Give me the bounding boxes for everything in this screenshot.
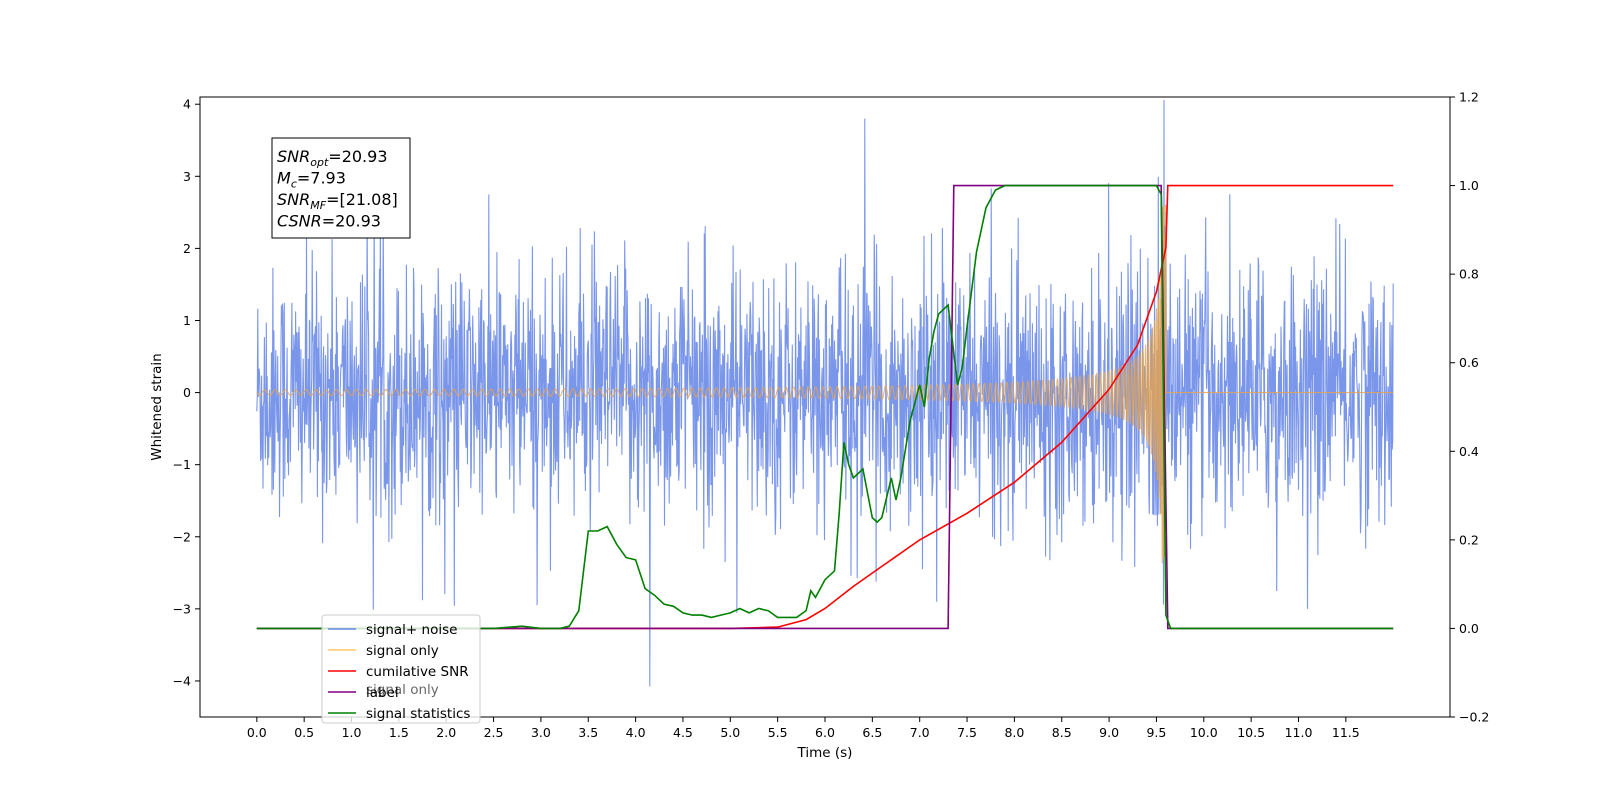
x-tick-label: 2.0 [436, 725, 456, 740]
y-tick-label: 1 [183, 313, 191, 328]
y-axis-label: Whitened strain [149, 353, 165, 460]
x-tick-label: 3.0 [531, 725, 551, 740]
y-tick-label: −1 [173, 457, 191, 472]
x-axis: 0.0 0.5 1.0 1.5 2.0 2.5 3.0 3.5 4.0 4.5 5.0 5.5 6.0 6… [247, 717, 1360, 740]
x-tick-label: 7.0 [910, 725, 930, 740]
stats-annotation-box: SNRopt=20.93Mc=7.93SNRMF=[21.08]CSNR=20.… [271, 137, 411, 239]
y-axis-left: 4 3 2 1 0 −1 −2 −3 −4 [173, 97, 200, 688]
legend-label: signal+ noise [366, 622, 457, 638]
y-right-tick-label: 0.0 [1459, 621, 1479, 636]
x-tick-label: 10.5 [1237, 725, 1265, 740]
x-tick-label: 3.5 [578, 725, 598, 740]
series-signal-statistics-line [256, 184, 1394, 630]
x-tick-label: 1.0 [342, 725, 362, 740]
x-tick-label: 6.5 [862, 725, 882, 740]
x-tick-label: 4.5 [673, 725, 693, 740]
y-axis-right: 1.2 1.0 0.8 0.6 0.4 0.2 0.0 −0.2 [1450, 90, 1489, 725]
x-tick-label: 0.0 [247, 725, 267, 740]
x-tick-label: 5.0 [720, 725, 740, 740]
x-tick-label: 7.5 [957, 725, 977, 740]
x-axis-label: Time (s) [797, 745, 853, 761]
legend-label: signal statistics [366, 706, 470, 722]
x-tick-label: 2.5 [484, 725, 504, 740]
series-signal-only-line [256, 204, 1394, 579]
x-tick-label: 6.0 [815, 725, 835, 740]
legend-label: cumilative SNR [366, 664, 469, 680]
x-tick-label: 8.5 [1052, 725, 1072, 740]
y-tick-label: 4 [183, 97, 191, 112]
annotation-line: SNRopt=20.93 [277, 147, 388, 169]
plot-area [256, 99, 1394, 687]
x-tick-label: 10.0 [1190, 725, 1218, 740]
legend-label: signal only [366, 643, 439, 659]
y-right-tick-label: 1.0 [1459, 178, 1479, 193]
y-right-tick-label: 1.2 [1459, 90, 1479, 105]
x-tick-label: 4.0 [626, 725, 646, 740]
y-tick-label: −4 [173, 673, 191, 688]
x-tick-label: 9.0 [1099, 725, 1119, 740]
y-right-tick-label: 0.4 [1459, 444, 1479, 459]
y-tick-label: 2 [183, 241, 191, 256]
legend: signal only signal+ noise signal only cumil… [321, 614, 481, 724]
x-tick-label: 5.5 [768, 725, 788, 740]
y-tick-label: 3 [183, 169, 191, 184]
y-right-tick-label: 0.6 [1459, 355, 1479, 370]
annotation-line: SNRMF=[21.08] [277, 190, 398, 212]
series-cumilative-snr-line [256, 184, 1394, 630]
x-tick-label: 9.5 [1146, 725, 1166, 740]
y-tick-label: 0 [183, 385, 191, 400]
legend-label: label [366, 685, 399, 701]
x-tick-label: 11.5 [1332, 725, 1360, 740]
y-right-tick-label: −0.2 [1459, 710, 1489, 725]
x-tick-label: 8.0 [1004, 725, 1024, 740]
legend-overlap-text: signal only [366, 682, 439, 698]
annotation-line: CSNR=20.93 [277, 212, 381, 231]
x-tick-label: 0.5 [294, 725, 314, 740]
y-right-tick-label: 0.2 [1459, 532, 1479, 547]
y-tick-label: −2 [173, 529, 191, 544]
series-signal-noise-line [256, 99, 1394, 687]
x-tick-label: 1.5 [389, 725, 409, 740]
y-tick-label: −3 [173, 601, 191, 616]
annotation-line: Mc=7.93 [277, 169, 346, 191]
x-tick-label: 11.0 [1285, 725, 1313, 740]
y-right-tick-label: 0.8 [1459, 267, 1479, 282]
